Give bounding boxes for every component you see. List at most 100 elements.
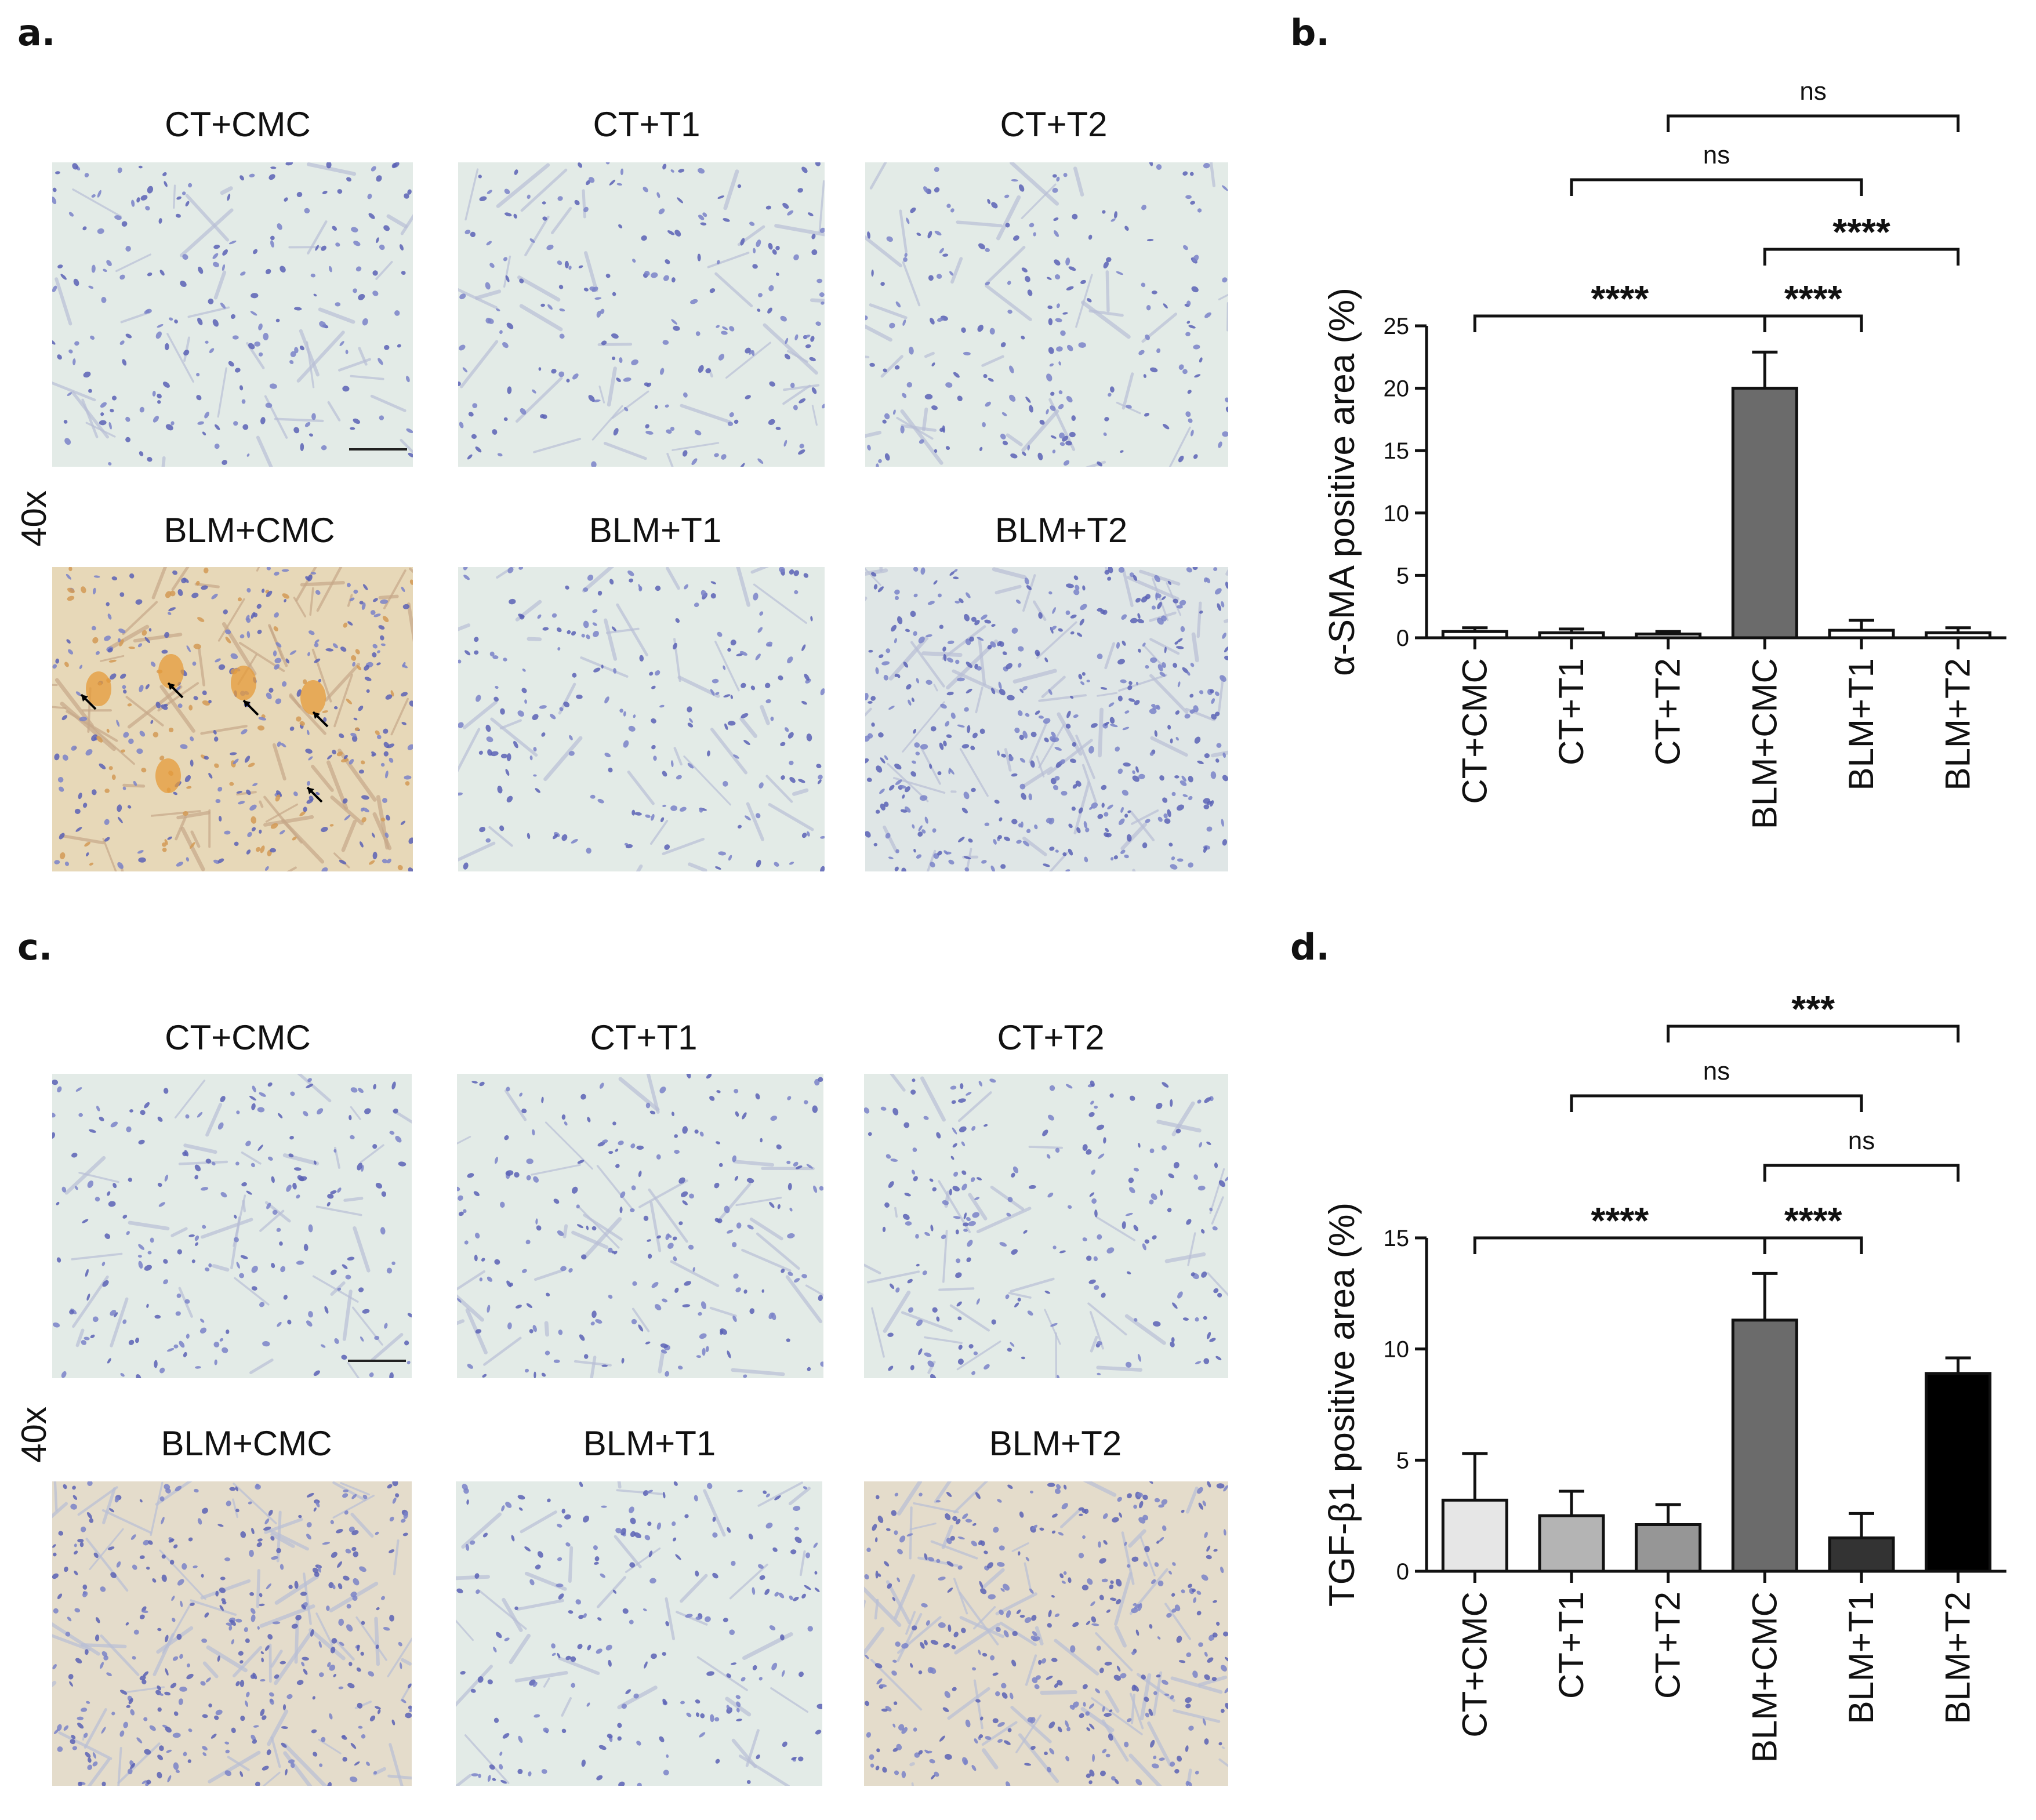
cell-nucleus (349, 1777, 358, 1782)
x-tick-label: BLM+T1 (1842, 658, 1881, 790)
cell-nucleus (618, 224, 623, 228)
tissue-septum (108, 624, 150, 650)
cell-nucleus (1222, 839, 1228, 846)
cell-nucleus (150, 1237, 154, 1243)
cell-nucleus (300, 1592, 307, 1596)
cell-nucleus (873, 584, 878, 590)
cell-nucleus (239, 175, 244, 181)
cell-nucleus (315, 1501, 320, 1507)
cell-nucleus (955, 1272, 962, 1278)
cell-nucleus (1144, 412, 1150, 417)
cell-nucleus (1125, 1361, 1132, 1368)
cell-nucleus (894, 1530, 898, 1535)
tissue-septum (516, 1599, 564, 1611)
cell-nucleus (542, 627, 549, 631)
cell-nucleus (875, 1570, 879, 1579)
tissue-septum (213, 270, 227, 300)
cell-nucleus (1126, 405, 1132, 409)
cell-nucleus (57, 1593, 63, 1600)
tissue-septum (159, 685, 195, 733)
tissue-septum (457, 1319, 465, 1325)
cell-nucleus (684, 584, 688, 590)
tissue-septum (340, 1482, 370, 1496)
cell-nucleus (946, 1491, 952, 1497)
tissue-septum (649, 1201, 662, 1252)
cell-nucleus (961, 327, 966, 333)
cell-nucleus (1102, 1513, 1108, 1519)
cell-nucleus (1213, 1600, 1218, 1603)
cell-nucleus (249, 173, 255, 178)
cell-nucleus (175, 1311, 181, 1316)
cell-nucleus (202, 1752, 207, 1756)
cell-nucleus (952, 1687, 957, 1691)
cell-nucleus (176, 1294, 182, 1298)
tissue-septum (353, 1226, 371, 1273)
cell-nucleus (629, 1506, 634, 1513)
cell-nucleus (1017, 1298, 1021, 1302)
cell-nucleus (74, 1570, 78, 1575)
cell-nucleus (924, 1352, 932, 1357)
cell-nucleus (730, 695, 733, 699)
cell-nucleus (945, 446, 950, 451)
cell-nucleus (230, 752, 237, 755)
cell-nucleus (556, 627, 562, 633)
cell-nucleus (326, 162, 332, 169)
cell-nucleus (817, 779, 822, 784)
tissue-septum (350, 1513, 374, 1538)
tissue-septum (1012, 669, 1057, 684)
tissue-septum (889, 1074, 906, 1092)
cell-nucleus (282, 681, 287, 687)
cell-nucleus (1065, 1084, 1073, 1089)
cell-nucleus (678, 1177, 685, 1184)
tissue-septum (627, 771, 655, 805)
cell-nucleus (1220, 1665, 1227, 1672)
cell-nucleus (982, 1652, 988, 1657)
cell-nucleus (165, 1726, 172, 1733)
cell-nucleus (1100, 687, 1108, 690)
cell-nucleus (734, 1089, 739, 1094)
cell-nucleus (353, 418, 361, 424)
cell-nucleus (131, 199, 135, 207)
cell-nucleus (188, 1728, 193, 1732)
cell-nucleus (936, 1559, 941, 1563)
cell-nucleus (302, 1656, 309, 1661)
cell-nucleus (876, 765, 883, 773)
cell-nucleus (905, 786, 910, 793)
tissue-septum (1091, 1697, 1143, 1735)
cell-nucleus (924, 816, 928, 824)
tissue-septum (957, 1091, 992, 1122)
tissue-septum (992, 567, 1027, 579)
micrograph-background (864, 1481, 1228, 1786)
cell-nucleus (121, 749, 126, 753)
cell-nucleus (489, 263, 495, 268)
cell-nucleus (1203, 577, 1208, 583)
cell-nucleus (1162, 797, 1168, 803)
cell-nucleus (949, 571, 955, 576)
cell-nucleus (1109, 1709, 1113, 1713)
cell-nucleus (57, 1746, 63, 1752)
cell-nucleus (230, 314, 235, 319)
cell-nucleus (179, 1654, 183, 1659)
cell-nucleus (513, 213, 517, 219)
cell-nucleus (283, 1295, 288, 1300)
cell-nucleus (130, 1763, 136, 1770)
cell-nucleus (975, 1492, 981, 1499)
x-tick-label: BLM+CMC (1745, 658, 1784, 829)
cell-nucleus (580, 1094, 586, 1100)
cell-nucleus (257, 1626, 260, 1630)
cell-nucleus (264, 1518, 270, 1525)
cell-nucleus (784, 727, 789, 732)
cell-nucleus (350, 732, 357, 737)
tissue-septum (179, 208, 234, 257)
cell-nucleus (776, 1144, 782, 1150)
cell-nucleus (1176, 1636, 1182, 1643)
cell-nucleus (1098, 1541, 1101, 1548)
cell-nucleus (1024, 577, 1029, 585)
tissue-septum (550, 206, 572, 235)
cell-nucleus (1149, 709, 1157, 714)
significance-bracket (1763, 1236, 1863, 1254)
cell-nucleus (252, 783, 258, 786)
tissue-septum (527, 637, 542, 641)
cell-nucleus (1097, 1234, 1102, 1240)
